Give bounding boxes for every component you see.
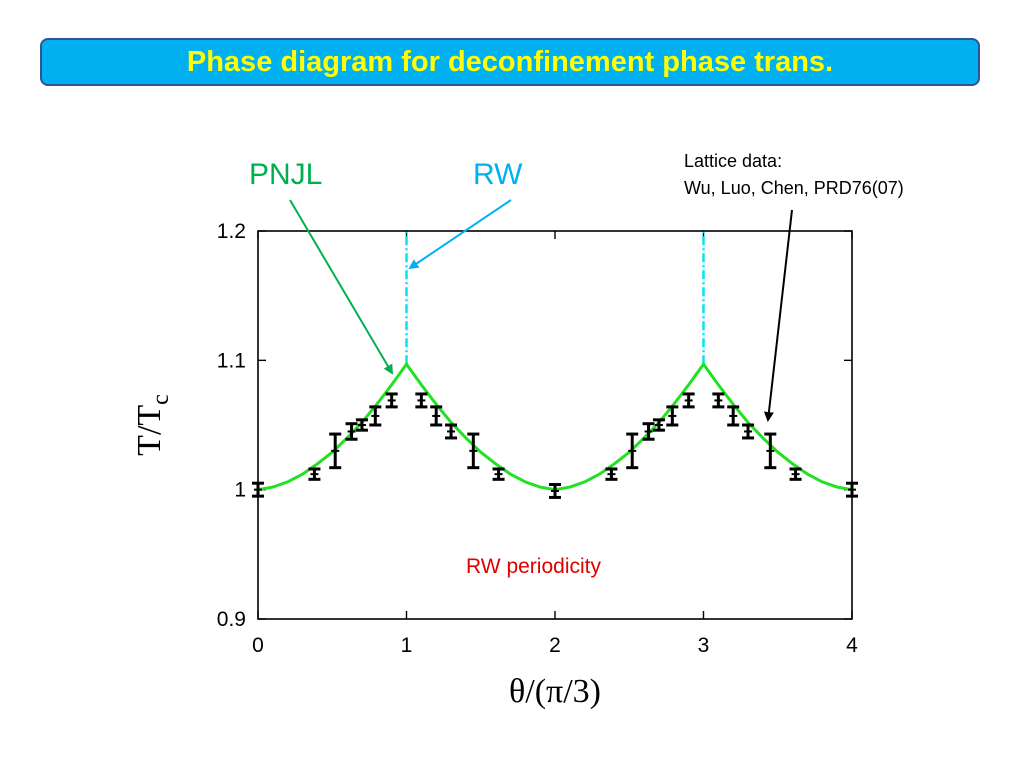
y-tick-label: 1.2 <box>217 220 246 243</box>
lattice-data-point <box>789 467 802 481</box>
lattice-data-point <box>549 482 561 499</box>
rw-arrow <box>408 199 512 270</box>
lattice-data-point <box>652 418 665 432</box>
lattice-data-point <box>742 423 755 440</box>
y-axis-title-main: T/T <box>131 405 168 456</box>
lattice-data-point <box>308 467 321 481</box>
lattice-data-point <box>727 405 740 427</box>
rw-label: RW <box>473 158 523 191</box>
lattice-data-point <box>329 432 342 470</box>
x-tick-label: 1 <box>401 634 413 657</box>
lattice-data-point <box>682 392 695 409</box>
lattice-data-point <box>492 467 505 481</box>
lattice-data-point <box>355 418 368 432</box>
x-axis-title: θ/(π/3) <box>509 673 601 710</box>
lattice-data-point <box>666 405 679 427</box>
lattice-data-point <box>642 422 655 441</box>
lattice-data-point <box>712 392 725 409</box>
lattice-data-point <box>345 422 358 441</box>
lattice-data-point <box>445 423 458 440</box>
lattice-data-point <box>605 467 618 481</box>
lattice-arrow <box>763 209 793 422</box>
lattice-label-line1: Lattice data: <box>684 151 783 171</box>
y-tick-label: 1 <box>234 479 246 502</box>
lattice-label-line2: Wu, Luo, Chen, PRD76(07) <box>684 178 904 198</box>
pnjl-label: PNJL <box>249 158 323 191</box>
lattice-data-label: Lattice data: Wu, Luo, Chen, PRD76(07) <box>684 148 904 202</box>
rw-periodicity-label: RW periodicity <box>466 555 601 578</box>
pnjl-arrow <box>289 199 394 375</box>
x-tick-label: 0 <box>252 634 264 657</box>
lattice-data-point <box>467 432 480 470</box>
slide-title: Phase diagram for deconfinement phase tr… <box>186 45 834 78</box>
lattice-data-point <box>369 405 382 427</box>
title-banner: Phase diagram for deconfinement phase tr… <box>40 38 980 86</box>
x-tick-label: 2 <box>549 634 561 657</box>
lattice-data-point <box>626 432 639 470</box>
y-tick-label: 0.9 <box>217 608 246 631</box>
svg-text:T/Tc: T/Tc <box>131 394 174 456</box>
x-tick-label: 4 <box>846 634 858 657</box>
lattice-data-point <box>764 432 777 470</box>
lattice-data-point <box>385 392 398 409</box>
y-tick-label: 1.1 <box>217 349 246 372</box>
lattice-data-point <box>430 405 443 427</box>
x-tick-label: 3 <box>698 634 710 657</box>
lattice-data-point <box>415 392 428 409</box>
plot-frame <box>257 230 853 620</box>
y-axis-title-subscript: c <box>148 394 174 405</box>
y-axis-title: T/Tc <box>131 394 174 456</box>
pnjl-curve <box>257 361 853 492</box>
